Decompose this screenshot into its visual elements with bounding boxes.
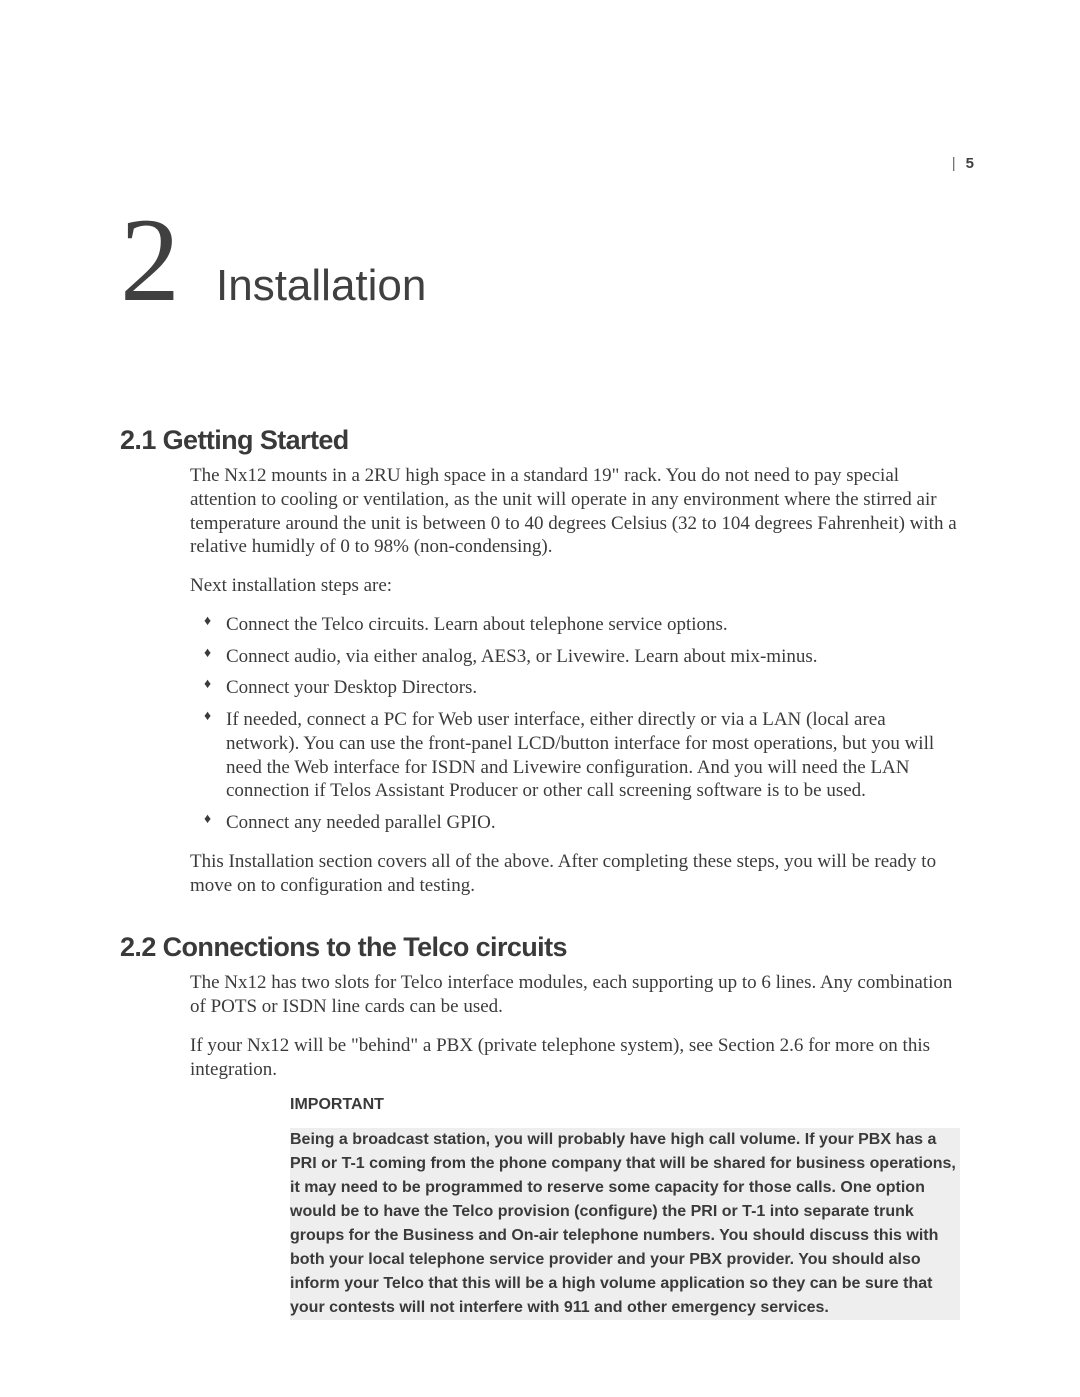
list-item: Connect your Desktop Directors.: [226, 676, 960, 700]
chapter-number: 2: [120, 200, 178, 320]
paragraph: The Nx12 has two slots for Telco interfa…: [190, 971, 960, 1019]
page-number-pipe: |: [952, 155, 956, 172]
important-callout: IMPORTANT Being a broadcast station, you…: [290, 1096, 960, 1320]
chapter-title: Installation: [216, 261, 426, 311]
page-number: |5: [952, 155, 974, 172]
paragraph: Next installation steps are:: [190, 574, 960, 598]
page-number-value: 5: [966, 155, 974, 172]
paragraph: The Nx12 mounts in a 2RU high space in a…: [190, 464, 960, 559]
bullet-list: Connect the Telco circuits. Learn about …: [190, 613, 960, 835]
paragraph: This Installation section covers all of …: [190, 850, 960, 898]
section-heading-2-1: 2.1 Getting Started: [120, 425, 960, 456]
section-gap: [120, 912, 960, 932]
document-page: |5 2 Installation 2.1 Getting Started Th…: [0, 0, 1080, 1397]
list-item: Connect audio, via either analog, AES3, …: [226, 645, 960, 669]
section-2-2-body: The Nx12 has two slots for Telco interfa…: [190, 971, 960, 1320]
section-heading-2-2: 2.2 Connections to the Telco circuits: [120, 932, 960, 963]
important-label: IMPORTANT: [290, 1096, 960, 1114]
section-2-1-body: The Nx12 mounts in a 2RU high space in a…: [190, 464, 960, 897]
list-item: Connect any needed parallel GPIO.: [226, 811, 960, 835]
list-item: If needed, connect a PC for Web user int…: [226, 708, 960, 803]
important-text: Being a broadcast station, you will prob…: [290, 1128, 960, 1320]
chapter-header: 2 Installation: [120, 200, 960, 320]
list-item: Connect the Telco circuits. Learn about …: [226, 613, 960, 637]
paragraph: If your Nx12 will be "behind" a PBX (pri…: [190, 1034, 960, 1082]
